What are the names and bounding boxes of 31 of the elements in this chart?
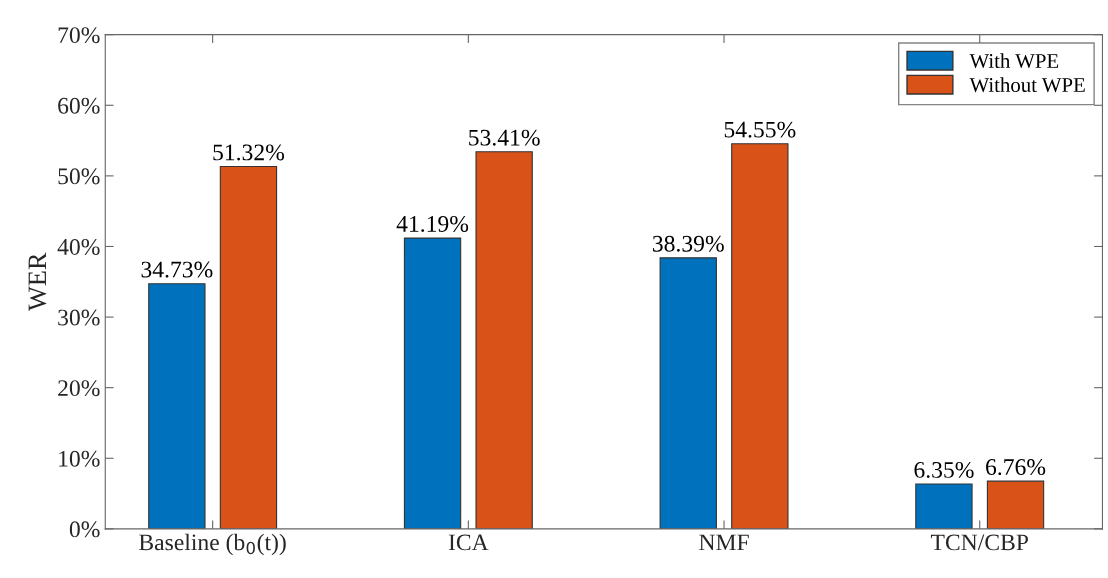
bar [148, 283, 206, 529]
data-label: 41.19% [396, 215, 469, 232]
bar [915, 483, 973, 529]
y-tick-label: 60% [58, 97, 100, 114]
y-tick-label: 0% [69, 521, 100, 538]
y-tick-label: 20% [58, 380, 100, 397]
y-tick-label: 30% [58, 309, 100, 326]
bar [403, 237, 462, 529]
bar [659, 257, 717, 529]
y-tick-label: 70% [58, 27, 100, 44]
x-tick-label: Baseline (b$_{0}$(t)) [139, 533, 286, 556]
bar [986, 480, 1045, 529]
x-tick-label: NMF [699, 534, 749, 551]
x-tick-label: ICA [448, 534, 489, 551]
bar [219, 166, 278, 529]
y-tick-label: 50% [58, 168, 100, 185]
y-axis-title: WER [28, 252, 47, 312]
data-label: 34.73% [141, 261, 213, 278]
legend-label: With WPE [969, 53, 1059, 69]
bar [731, 143, 789, 529]
data-label: 6.76% [986, 459, 1046, 476]
y-tick-label: 40% [57, 238, 100, 255]
data-label: 54.55% [724, 121, 796, 138]
data-label: 6.35% [914, 461, 974, 478]
y-tick-label: 10% [59, 450, 100, 467]
x-tick-label: TCN/CBP [930, 534, 1028, 551]
data-label: 38.39% [652, 235, 724, 252]
bar [475, 151, 533, 529]
legend-label: Without WPE [969, 77, 1085, 93]
data-label: 53.41% [469, 129, 540, 146]
data-label: 51.32% [213, 144, 285, 161]
